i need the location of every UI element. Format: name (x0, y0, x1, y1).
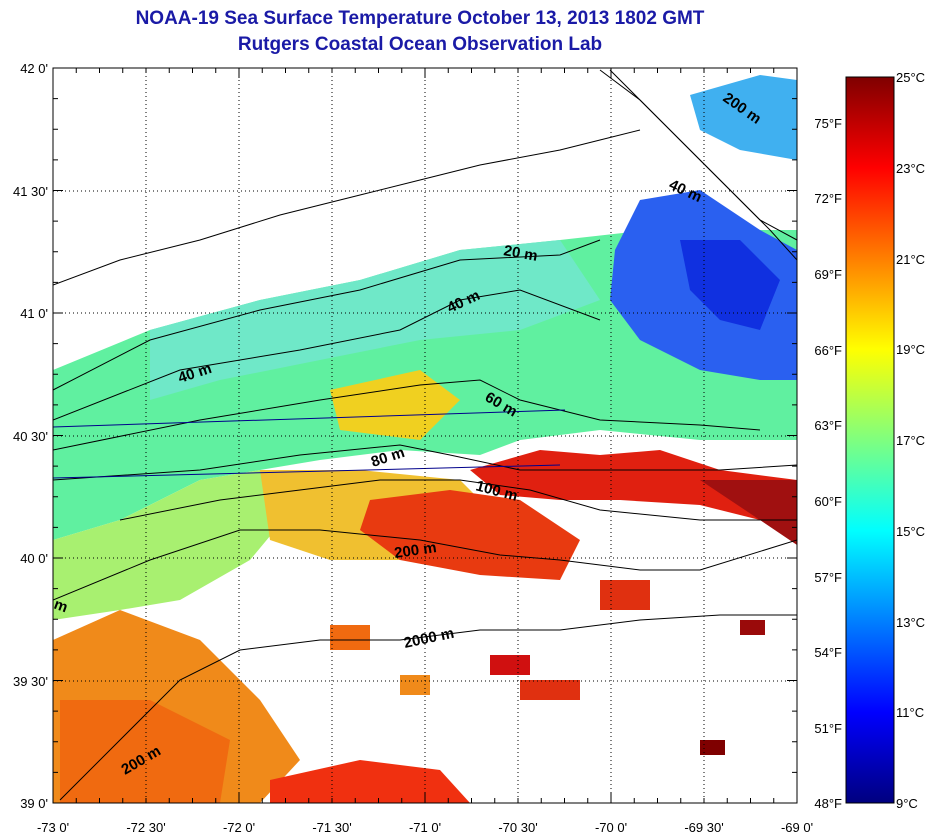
contour-200m (53, 529, 797, 601)
lon-label: -73 0' (37, 820, 69, 835)
colorbar-f-label: 63°F (814, 418, 842, 433)
warm-patch (330, 625, 370, 650)
axis-ticks (52, 67, 798, 804)
colorbar-c-label: 19°C (896, 342, 925, 357)
colorbar-f-label: 48°F (814, 796, 842, 811)
colorbar-c-label: 9°C (896, 796, 918, 811)
colorbar-c-label: 23°C (896, 161, 925, 176)
colorbar-f-label: 75°F (814, 116, 842, 131)
longitude-axis: -73 0' -72 30' -72 0' -71 30' -71 0' -70… (37, 820, 813, 835)
warm-patch-south (270, 760, 470, 803)
warm-patch (700, 740, 725, 755)
lat-label: 41 30' (13, 184, 48, 199)
contour-100m (119, 479, 797, 521)
colorbar-gradient (845, 76, 895, 804)
lon-label: -71 0' (409, 820, 441, 835)
shelf-water-cyan (150, 240, 600, 400)
lat-label: 40 0' (20, 551, 48, 566)
colorbar-f-label: 72°F (814, 191, 842, 206)
colorbar-f-label: 60°F (814, 494, 842, 509)
lon-label: -70 0' (595, 820, 627, 835)
lon-label: -69 30' (684, 820, 723, 835)
coastline (53, 129, 641, 286)
latitude-axis: 42 0' 41 30' 41 0' 40 30' 40 0' 39 30' 3… (13, 61, 48, 811)
contour-label: 20 m (502, 242, 539, 265)
lat-label: 41 0' (20, 306, 48, 321)
contour-label: m (52, 596, 70, 617)
lon-label: -71 30' (312, 820, 351, 835)
colorbar-f-label: 57°F (814, 570, 842, 585)
contour-20m (53, 239, 601, 391)
cold-water-core (680, 240, 780, 330)
colorbar-c-label: 15°C (896, 524, 925, 539)
warm-core-east (700, 480, 797, 545)
colorbar-f-label: 51°F (814, 721, 842, 736)
contour-2000m (59, 614, 797, 801)
lon-label: -72 30' (126, 820, 165, 835)
colorbar-c-label: 21°C (896, 252, 925, 267)
graticule (53, 68, 797, 803)
map-title: NOAA-19 Sea Surface Temperature October … (135, 8, 705, 29)
warm-patch (740, 620, 765, 635)
cool-water-north (690, 75, 797, 160)
lat-label: 39 30' (13, 674, 48, 689)
lon-label: -72 0' (223, 820, 255, 835)
warm-patch (520, 680, 580, 700)
warm-water-sw-core (60, 700, 230, 803)
shelf-water-lime (53, 470, 300, 620)
lon-label: -70 30' (498, 820, 537, 835)
lat-label: 39 0' (20, 796, 48, 811)
transect-line (53, 464, 561, 479)
colorbar-f-label: 66°F (814, 343, 842, 358)
bathymetry-contours (53, 69, 797, 801)
shelf-break-front (470, 450, 797, 540)
warm-patch (400, 675, 430, 695)
warm-patch (600, 580, 650, 610)
lon-label: -69 0' (781, 820, 813, 835)
contour-60m (53, 379, 761, 451)
warm-patch (490, 655, 530, 675)
lat-label: 40 30' (13, 429, 48, 444)
colorbar-c-label: 25°C (896, 70, 925, 85)
contour-40m (53, 289, 601, 421)
colorbar-f-label: 69°F (814, 267, 842, 282)
colorbar-c-label: 13°C (896, 615, 925, 630)
contour-label: 200 m (393, 539, 437, 562)
colorbar-f-label: 54°F (814, 645, 842, 660)
warm-eddy-shelf (330, 370, 460, 440)
colorbar: 25°C 23°C 21°C 19°C 17°C 15°C 13°C 11°C … (814, 70, 925, 811)
lat-label: 42 0' (20, 61, 48, 76)
transect-line (53, 409, 566, 428)
contour-80m (53, 444, 797, 481)
colorbar-c-label: 17°C (896, 433, 925, 448)
contour-north (609, 69, 797, 261)
map-subtitle: Rutgers Coastal Ocean Observation Lab (237, 34, 603, 55)
colorbar-c-label: 11°C (896, 705, 924, 720)
